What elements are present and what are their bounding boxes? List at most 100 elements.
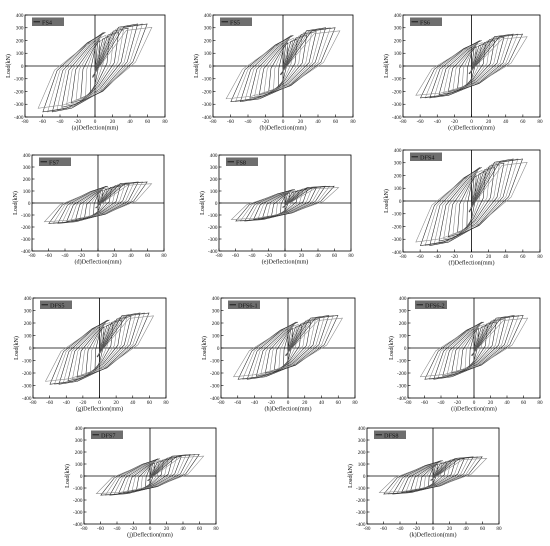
- specimen-label-box: [415, 300, 447, 309]
- y-tick-label: -300: [22, 383, 32, 389]
- y-tick-label: 300: [358, 438, 366, 444]
- x-tick-label: 40: [315, 253, 321, 259]
- y-tick-label: -400: [210, 396, 220, 402]
- hysteresis-loop-3: [460, 324, 488, 371]
- y-tick-label: 100: [16, 51, 24, 57]
- y-tick-label: 100: [75, 462, 83, 468]
- x-tick-label: -20: [78, 253, 85, 259]
- x-tick-label: 20: [164, 526, 170, 532]
- y-axis-label: Load(kN): [199, 191, 206, 215]
- specimen-label: DFS6-1: [238, 302, 258, 309]
- y-tick-label: -400: [392, 250, 402, 256]
- hysteresis-loop-7: [255, 318, 321, 377]
- x-tick-label: 20: [486, 119, 492, 125]
- y-tick-label: 400: [16, 13, 24, 19]
- hysteresis-loop-12: [43, 183, 153, 223]
- x-tick-label: 0: [94, 119, 97, 125]
- y-tick-label: -400: [208, 249, 218, 255]
- hysteresis-loop-12: [44, 315, 155, 382]
- specimen-label: DFS8: [384, 432, 398, 439]
- x-tick-label: -40: [397, 526, 404, 532]
- y-tick-label: -400: [392, 115, 402, 121]
- y-tick-label: 200: [399, 321, 407, 327]
- x-tick-label: 40: [315, 119, 321, 125]
- y-tick-label: 300: [23, 165, 31, 171]
- x-tick-label: 0: [470, 254, 473, 260]
- specimen-label: DFS5: [50, 302, 64, 309]
- x-axis-caption: (a)Deflection(mm): [72, 125, 119, 132]
- x-tick-label: 80: [348, 253, 354, 259]
- x-tick-label: -40: [57, 119, 64, 125]
- x-tick-label: 60: [480, 526, 486, 532]
- x-tick-label: 80: [496, 526, 502, 532]
- x-tick-label: 60: [520, 119, 526, 125]
- panel-11: -80 -60 -40 -20 0 20 40 60 804003002001000-100-2…: [347, 426, 502, 539]
- x-tick-label: -40: [114, 526, 121, 532]
- x-tick-label: 0: [470, 119, 473, 125]
- y-tick-label: -200: [392, 89, 402, 95]
- y-tick-label: 0: [215, 201, 218, 207]
- y-tick-label: 100: [23, 189, 31, 195]
- x-axis-caption: (k)Deflection(mm): [409, 532, 456, 539]
- x-tick-label: 20: [447, 526, 453, 532]
- x-tick-label: 0: [284, 253, 287, 259]
- specimen-label: DFS4: [420, 154, 434, 161]
- x-tick-label: 80: [537, 400, 543, 406]
- hysteresis-series: [44, 312, 155, 385]
- specimen-label-box: [40, 300, 72, 309]
- panel-3: -80 -60 -40 -20 0 20 40 60 804003002001000-100-2…: [383, 13, 543, 132]
- x-tick-label: -40: [63, 400, 70, 406]
- x-tick-label: 80: [213, 526, 219, 532]
- panel-9: -80 -60 -40 -20 0 20 40 60 804003002001000-100-2…: [388, 296, 543, 413]
- hysteresis-loop-11: [42, 23, 148, 113]
- specimen-label-box: [39, 157, 71, 166]
- x-tick-label: -80: [400, 254, 407, 260]
- y-tick-label: 400: [212, 296, 220, 302]
- x-axis-caption: (b)Deflection(mm): [259, 125, 306, 132]
- specimen-label-box: [32, 17, 64, 26]
- y-tick-label: 300: [24, 308, 32, 314]
- x-tick-label: 20: [298, 119, 304, 125]
- y-tick-label: -200: [73, 498, 83, 504]
- x-tick-label: -60: [234, 400, 241, 406]
- x-tick-label: -80: [81, 526, 88, 532]
- specimen-label: FS8: [236, 159, 246, 166]
- x-tick-label: 80: [161, 253, 167, 259]
- x-tick-label: -40: [251, 400, 258, 406]
- x-tick-label: 40: [503, 254, 509, 260]
- y-tick-label: 300: [394, 26, 402, 32]
- x-tick-label: 0: [473, 400, 476, 406]
- x-tick-label: -40: [249, 253, 256, 259]
- x-tick-label: -20: [454, 400, 461, 406]
- x-tick-label: -20: [451, 119, 458, 125]
- panel-4: -80 -60 -40 -20 0 20 40 60 804003002001000-100-2…: [12, 153, 167, 266]
- panel-6: -80 -60 -40 -20 0 20 40 60 804003002001000-100-2…: [383, 148, 543, 267]
- y-tick-label: -300: [208, 237, 218, 243]
- hysteresis-series: [233, 315, 343, 380]
- hysteresis-loop-9: [239, 27, 327, 103]
- x-tick-label: -60: [39, 119, 46, 125]
- y-tick-label: 100: [399, 333, 407, 339]
- y-axis-label: Load(kN): [383, 189, 390, 213]
- hysteresis-loop-9: [433, 315, 515, 380]
- y-tick-label: -400: [73, 522, 83, 528]
- x-tick-label: -20: [451, 254, 458, 260]
- specimen-label-box: [374, 430, 406, 439]
- panel-2: -80 -60 -40 -20 0 20 40 60 804003002001000-100-2…: [193, 13, 356, 132]
- y-tick-label: -400: [356, 522, 366, 528]
- x-tick-label: -60: [45, 253, 52, 259]
- y-tick-label: -200: [356, 498, 366, 504]
- hysteresis-loop-10: [54, 312, 145, 385]
- hysteresis-loop-7: [61, 27, 129, 108]
- x-tick-label: -60: [380, 526, 387, 532]
- x-axis-caption: (h)Deflection(mm): [264, 406, 311, 413]
- x-tick-label: 40: [504, 400, 510, 406]
- x-tick-label: 20: [486, 254, 492, 260]
- y-tick-label: -200: [21, 225, 31, 231]
- panel-7: -80 -60 -40 -20 0 20 40 60 804003002001000-100-2…: [13, 296, 169, 413]
- hysteresis-loop-3: [136, 460, 164, 490]
- y-tick-label: 100: [394, 186, 402, 192]
- y-tick-label: -300: [392, 237, 402, 243]
- y-tick-label: 300: [399, 308, 407, 314]
- x-axis-caption: (c)Deflection(mm): [448, 125, 495, 132]
